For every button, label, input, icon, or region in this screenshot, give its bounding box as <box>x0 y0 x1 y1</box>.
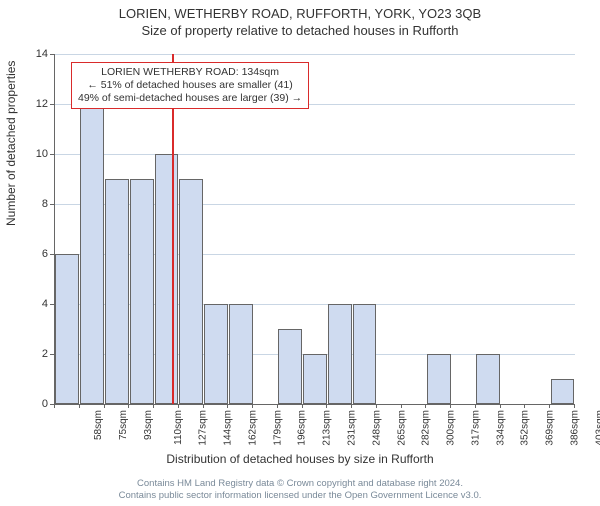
bar <box>551 379 575 404</box>
bar <box>204 304 228 404</box>
ytick-mark <box>50 54 54 55</box>
annot-line1: LORIEN WETHERBY ROAD: 134sqm <box>78 66 302 79</box>
x-axis-label: Distribution of detached houses by size … <box>0 452 600 466</box>
xtick-mark <box>450 404 451 408</box>
bar <box>427 354 451 404</box>
xtick-mark <box>128 404 129 408</box>
xtick-label: 213sqm <box>322 410 333 446</box>
ytick-mark <box>50 204 54 205</box>
xtick-label: 386sqm <box>569 410 580 446</box>
bar <box>278 329 302 404</box>
xtick-label: 110sqm <box>173 410 184 445</box>
xtick-label: 282sqm <box>421 410 432 446</box>
xtick-mark <box>500 404 501 408</box>
xtick-label: 179sqm <box>272 410 283 446</box>
bar <box>130 179 154 404</box>
xtick-mark <box>252 404 253 408</box>
ytick-mark <box>50 304 54 305</box>
chart-title-line2: Size of property relative to detached ho… <box>0 23 600 38</box>
xtick-mark <box>475 404 476 408</box>
bar <box>179 179 203 404</box>
xtick-label: 369sqm <box>545 410 556 446</box>
bar <box>353 304 377 404</box>
ytick-label: 10 <box>24 148 48 160</box>
xtick-label: 403sqm <box>594 410 600 446</box>
xtick-label: 334sqm <box>495 410 506 446</box>
xtick-mark <box>227 404 228 408</box>
ytick-label: 4 <box>24 298 48 310</box>
xtick-mark <box>104 404 105 408</box>
xtick-mark <box>524 404 525 408</box>
chart-title-line1: LORIEN, WETHERBY ROAD, RUFFORTH, YORK, Y… <box>0 6 600 21</box>
xtick-mark <box>549 404 550 408</box>
plot-region: LORIEN WETHERBY ROAD: 134sqm ← 51% of de… <box>54 54 575 405</box>
annot-line3: 49% of semi-detached houses are larger (… <box>78 92 302 105</box>
xtick-mark <box>351 404 352 408</box>
xtick-label: 75sqm <box>118 410 129 440</box>
bar <box>229 304 253 404</box>
xtick-mark <box>79 404 80 408</box>
xtick-mark <box>203 404 204 408</box>
ytick-mark <box>50 104 54 105</box>
xtick-label: 127sqm <box>198 410 209 446</box>
xtick-mark <box>54 404 55 408</box>
xtick-label: 196sqm <box>297 410 308 446</box>
ytick-label: 14 <box>24 48 48 60</box>
footer-line1: Contains HM Land Registry data © Crown c… <box>0 478 600 490</box>
bar <box>55 254 79 404</box>
reference-annotation: LORIEN WETHERBY ROAD: 134sqm ← 51% of de… <box>71 62 309 109</box>
ytick-mark <box>50 354 54 355</box>
ytick-label: 2 <box>24 348 48 360</box>
xtick-label: 231sqm <box>347 410 358 446</box>
xtick-label: 58sqm <box>93 410 104 440</box>
ytick-label: 8 <box>24 198 48 210</box>
bar <box>303 354 327 404</box>
xtick-label: 317sqm <box>470 410 481 446</box>
ytick-mark <box>50 254 54 255</box>
xtick-mark <box>401 404 402 408</box>
xtick-mark <box>425 404 426 408</box>
xtick-mark <box>277 404 278 408</box>
footer-attribution: Contains HM Land Registry data © Crown c… <box>0 478 600 502</box>
bar <box>155 154 179 404</box>
xtick-label: 265sqm <box>396 410 407 446</box>
chart-area: LORIEN WETHERBY ROAD: 134sqm ← 51% of de… <box>54 54 574 404</box>
xtick-label: 162sqm <box>248 410 259 446</box>
xtick-mark <box>574 404 575 408</box>
footer-line2: Contains public sector information licen… <box>0 490 600 502</box>
xtick-mark <box>376 404 377 408</box>
xtick-label: 248sqm <box>371 410 382 446</box>
xtick-label: 352sqm <box>520 410 531 446</box>
xtick-mark <box>178 404 179 408</box>
ytick-label: 12 <box>24 98 48 110</box>
y-axis-label: Number of detached properties <box>4 61 18 226</box>
bar <box>476 354 500 404</box>
ytick-mark <box>50 154 54 155</box>
annot-line2: ← 51% of detached houses are smaller (41… <box>78 79 302 92</box>
ytick-label: 0 <box>24 398 48 410</box>
bar <box>328 304 352 404</box>
bar <box>105 179 129 404</box>
xtick-mark <box>326 404 327 408</box>
xtick-mark <box>302 404 303 408</box>
xtick-label: 300sqm <box>446 410 457 446</box>
bar <box>80 104 104 404</box>
xtick-label: 144sqm <box>223 410 234 446</box>
xtick-mark <box>153 404 154 408</box>
xtick-label: 93sqm <box>143 410 154 440</box>
ytick-label: 6 <box>24 248 48 260</box>
